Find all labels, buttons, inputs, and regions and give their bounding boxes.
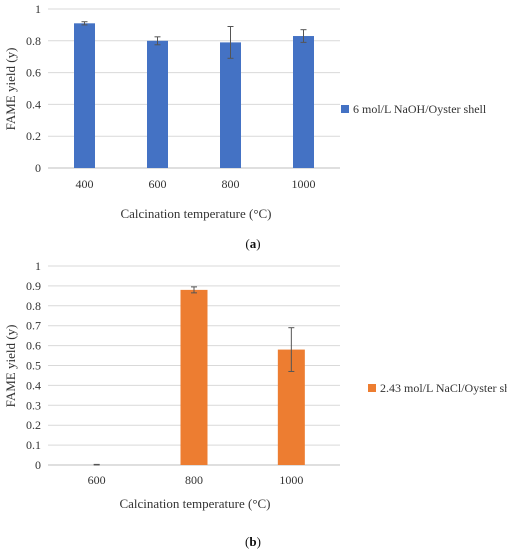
- chart-a-y-axis-label: FAME yield (y): [3, 48, 18, 131]
- chart-a-x-tick-label: 1000: [292, 177, 316, 191]
- chart-b-y-tick-label: 0.8: [26, 299, 41, 313]
- chart-a-bar: [147, 40, 168, 168]
- chart-b-y-tick-label: 0.3: [26, 398, 41, 412]
- chart-a-legend-label: 6 mol/L NaOH/Oyster shell: [353, 102, 487, 116]
- chart-a-bar: [293, 36, 314, 168]
- chart-b-x-ticks: 600 800 1000: [88, 473, 304, 487]
- chart-b-y-tick-label: 0.1: [26, 438, 41, 452]
- chart-b-panel-label: (b): [245, 534, 261, 549]
- chart-a-grid: [48, 8, 340, 169]
- chart-b-x-tick-label: 800: [185, 473, 203, 487]
- chart-b-legend: 2.43 mol/L NaCl/Oyster shell: [368, 381, 507, 395]
- chart-a-bars: [74, 23, 314, 169]
- chart-b-error-bars: [93, 286, 295, 466]
- chart-a-panel-label: (a): [245, 236, 260, 251]
- chart-b-y-tick-label: 0: [35, 458, 41, 472]
- chart-a-y-tick-label: 0.8: [26, 34, 41, 48]
- chart-a-panel-letter: a: [250, 236, 257, 251]
- chart-b-y-ticks: 0 0.1 0.2 0.3 0.4 0.5 0.6 0.7 0.8 0.9 1: [26, 259, 41, 472]
- chart-b-y-tick-label: 0.4: [26, 378, 41, 392]
- chart-a-x-axis-label: Calcination temperature (°C): [120, 206, 271, 221]
- chart-a-legend-swatch: [341, 105, 349, 113]
- chart-a-y-tick-label: 0.6: [26, 66, 41, 80]
- chart-a-x-tick-label: 600: [149, 177, 167, 191]
- chart-a-x-tick-label: 400: [76, 177, 94, 191]
- chart-b-y-tick-label: 0.2: [26, 418, 41, 432]
- chart-a-y-tick-label: 1: [35, 2, 41, 16]
- chart-b: 0 0.1 0.2 0.3 0.4 0.5 0.6 0.7 0.8 0.9 1 600 800 1000…: [3, 259, 507, 549]
- chart-b-y-tick-label: 1: [35, 259, 41, 273]
- chart-a-y-ticks: 0 0.2 0.4 0.6 0.8 1: [26, 2, 41, 175]
- chart-a-x-tick-label: 800: [222, 177, 240, 191]
- chart-b-x-tick-label: 1000: [279, 473, 303, 487]
- chart-b-y-tick-label: 0.9: [26, 279, 41, 293]
- chart-a-legend: 6 mol/L NaOH/Oyster shell: [341, 102, 487, 116]
- chart-a-bar: [220, 42, 241, 168]
- chart-a: 0 0.2 0.4 0.6 0.8 1 400 600 800 1000 FAME yield …: [3, 2, 487, 251]
- chart-b-y-tick-label: 0.6: [26, 339, 41, 353]
- chart-b-bars: [180, 289, 305, 465]
- chart-b-x-tick-label: 600: [88, 473, 106, 487]
- chart-a-error-bars: [81, 21, 307, 59]
- chart-b-legend-swatch: [368, 384, 376, 392]
- chart-a-y-tick-label: 0.4: [26, 97, 41, 111]
- chart-a-y-tick-label: 0.2: [26, 129, 41, 143]
- chart-b-y-tick-label: 0.7: [26, 319, 41, 333]
- chart-a-y-tick-label: 0: [35, 161, 41, 175]
- chart-b-panel-letter: b: [249, 534, 256, 549]
- chart-b-legend-label: 2.43 mol/L NaCl/Oyster shell: [380, 381, 507, 395]
- chart-b-y-tick-label: 0.5: [26, 359, 41, 373]
- chart-b-y-axis-label: FAME yield (y): [3, 325, 18, 408]
- chart-b-x-axis-label: Calcination temperature (°C): [119, 496, 270, 511]
- chart-a-x-ticks: 400 600 800 1000: [76, 177, 316, 191]
- chart-a-bar: [74, 23, 95, 169]
- chart-b-bar: [180, 289, 208, 465]
